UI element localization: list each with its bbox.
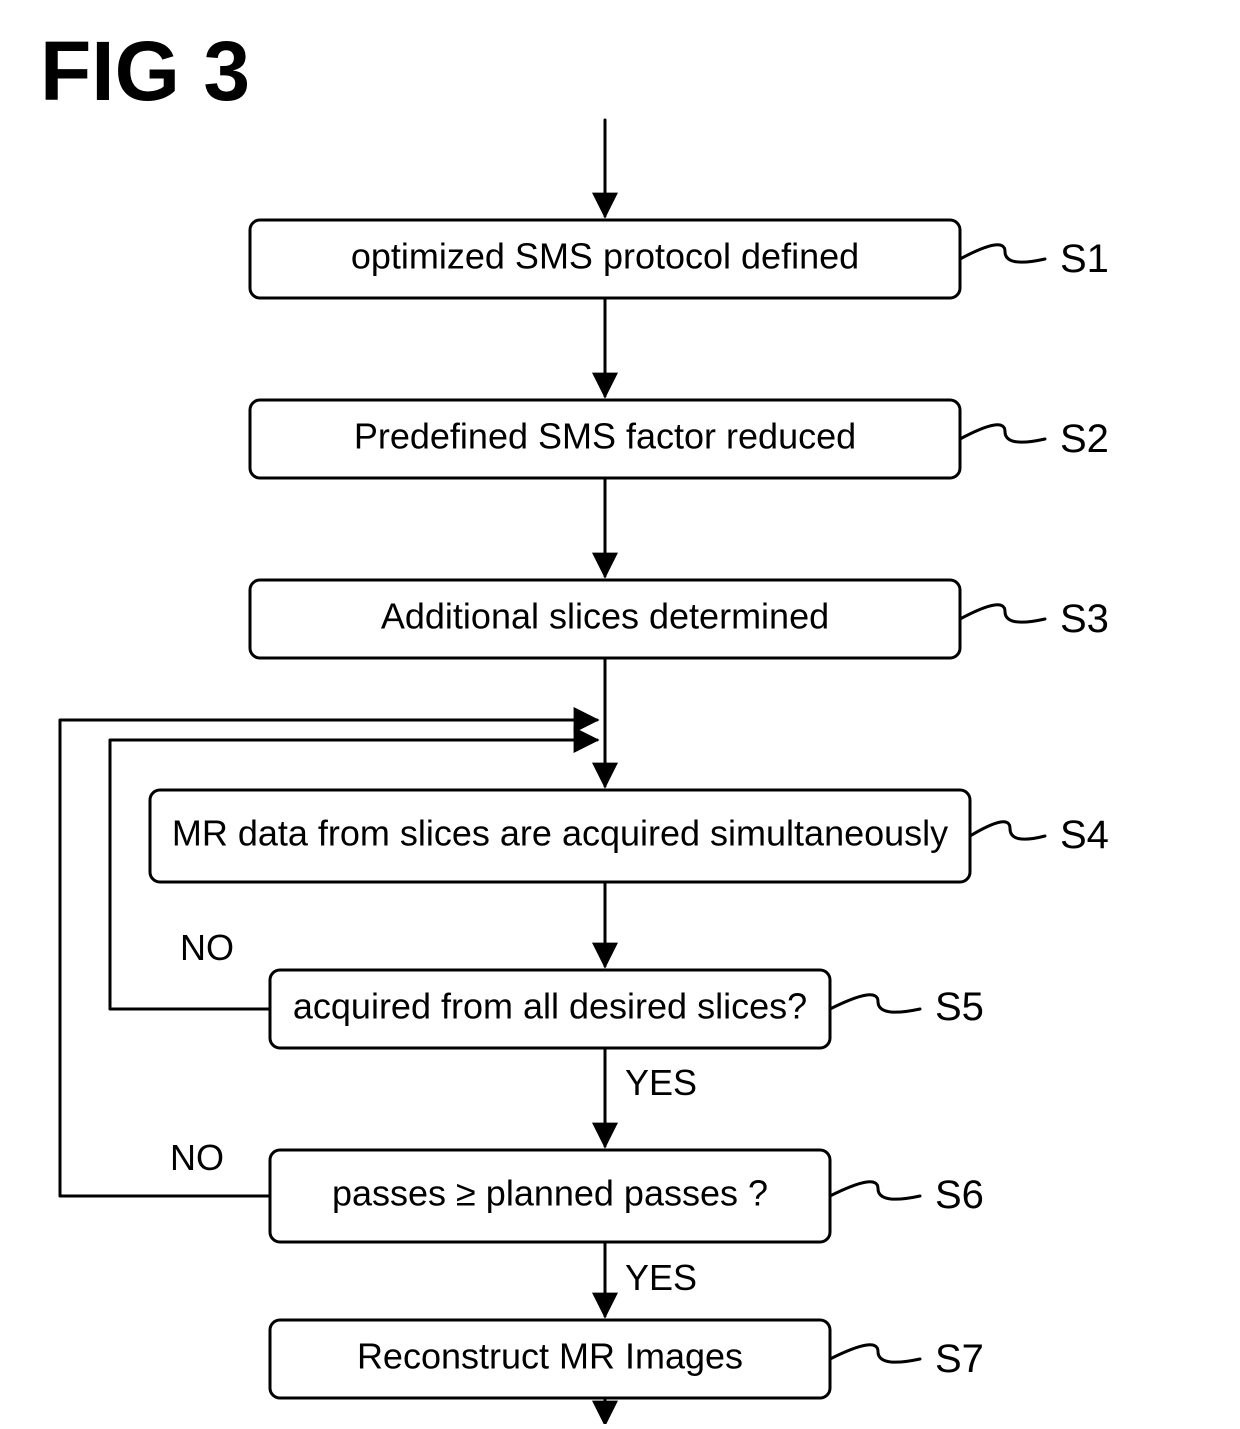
edge-label-yes-2: YES: [625, 1257, 697, 1298]
flowchart-step-s6-label: passes ≥ planned passes ?: [332, 1173, 768, 1214]
step-label-s4: S4: [1060, 813, 1109, 857]
edge-label-no-s5: NO: [180, 927, 234, 968]
edge-label-yes-1: YES: [625, 1062, 697, 1103]
flowchart-step-s4-label: MR data from slices are acquired simulta…: [172, 813, 948, 854]
flowchart-step-s1-label: optimized SMS protocol defined: [351, 236, 859, 277]
flowchart-step-s3-label: Additional slices determined: [381, 596, 829, 637]
step-label-s2: S2: [1060, 417, 1109, 461]
flowchart-step-s7-label: Reconstruct MR Images: [357, 1336, 743, 1377]
step-label-s3: S3: [1060, 597, 1109, 641]
edge-label-no-s6: NO: [170, 1137, 224, 1178]
step-label-s7: S7: [935, 1337, 984, 1381]
figure-label: FIG 3: [40, 24, 250, 118]
step-label-s1: S1: [1060, 237, 1109, 281]
flowchart-step-s2-label: Predefined SMS factor reduced: [354, 416, 856, 457]
flowchart-step-s5-label: acquired from all desired slices?: [293, 986, 807, 1027]
step-label-s6: S6: [935, 1173, 984, 1217]
flowchart: FIG 3 optimized SMS protocol defined Prede…: [0, 0, 1240, 1424]
step-label-s5: S5: [935, 985, 984, 1029]
